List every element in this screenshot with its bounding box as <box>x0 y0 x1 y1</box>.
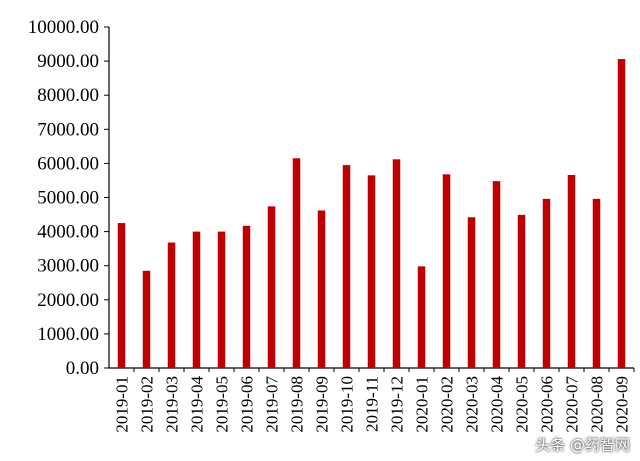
y-tick-label: 5000.00 <box>37 188 99 209</box>
bar-2019-09 <box>317 210 326 368</box>
bar-2020-04 <box>492 181 501 368</box>
bar-2020-01 <box>417 266 426 368</box>
x-tick-label: 2019-12 <box>388 376 407 433</box>
y-tick-label: 1000.00 <box>37 324 99 345</box>
x-tick-label: 2020-01 <box>413 376 432 433</box>
bar-2020-05 <box>517 214 526 368</box>
x-tick-label: 2019-10 <box>338 376 357 433</box>
x-tick-label: 2019-06 <box>238 376 257 433</box>
bar-2020-08 <box>592 198 601 368</box>
bar-2020-09 <box>617 59 626 368</box>
bar-2019-08 <box>292 158 301 368</box>
x-tick-label: 2019-09 <box>313 376 332 433</box>
y-tick-label: 9000.00 <box>37 51 99 72</box>
x-tick-label: 2019-04 <box>188 376 207 433</box>
bar-2019-04 <box>192 231 201 368</box>
bar-2019-05 <box>217 231 226 368</box>
x-tick-label: 2019-08 <box>288 376 307 433</box>
y-tick-label: 10000.00 <box>28 17 99 38</box>
bar-2019-06 <box>242 225 251 368</box>
x-axis: 2019-01 2019-02 2019-03 2019-04 2019-05 2019-… <box>109 367 635 433</box>
x-tick-label: 2020-02 <box>438 376 457 433</box>
bar-2020-06 <box>542 198 551 368</box>
y-tick-label: 6000.00 <box>37 153 99 174</box>
y-tick-label: 7000.00 <box>37 119 99 140</box>
y-tick-label: 0.00 <box>66 358 99 379</box>
bar-2020-02 <box>442 174 451 368</box>
bar-2020-07 <box>567 174 576 368</box>
bar-2019-07 <box>267 206 276 368</box>
y-tick-label: 8000.00 <box>37 85 99 106</box>
bar-2019-11 <box>367 175 376 368</box>
y-tick-label: 4000.00 <box>37 222 99 243</box>
bar-2019-01 <box>117 223 126 368</box>
x-tick-label: 2020-03 <box>463 376 482 433</box>
bar-2020-03 <box>467 217 476 368</box>
x-tick-label: 2019-11 <box>363 376 382 432</box>
bar-2019-03 <box>167 242 176 368</box>
x-tick-label: 2020-08 <box>588 376 607 433</box>
x-tick-label: 2020-04 <box>488 376 507 433</box>
x-tick-label: 2020-06 <box>538 376 557 433</box>
bars <box>117 59 626 368</box>
x-tick-label: 2020-07 <box>563 376 582 433</box>
bar-2019-10 <box>342 165 351 368</box>
bar-2019-12 <box>392 159 401 368</box>
x-tick-label: 2019-07 <box>263 376 282 433</box>
watermark-text: 头条 @药智网 <box>535 436 630 454</box>
bar-2019-02 <box>142 270 151 368</box>
x-tick-label: 2020-05 <box>513 376 532 433</box>
x-tick-label: 2020-09 <box>613 376 632 433</box>
y-axis: 0.00 1000.00 2000.00 3000.00 4000.00 5000.00 6… <box>28 17 110 379</box>
x-tick-label: 2019-02 <box>138 376 157 433</box>
y-tick-label: 2000.00 <box>37 290 99 311</box>
y-tick-label: 3000.00 <box>37 256 99 277</box>
x-tick-label: 2019-01 <box>113 376 132 433</box>
x-tick-label: 2019-03 <box>163 376 182 433</box>
x-tick-label: 2019-05 <box>213 376 232 433</box>
